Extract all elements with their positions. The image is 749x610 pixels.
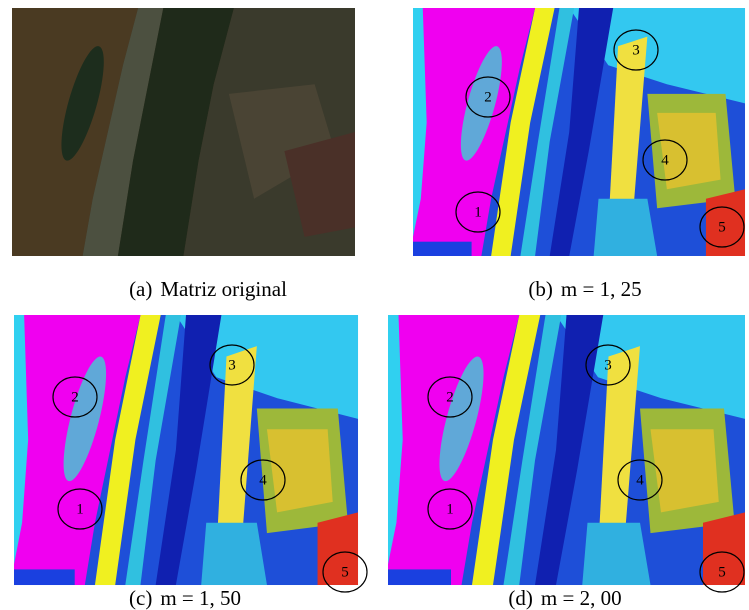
caption: (d) m = 2, 00: [508, 586, 621, 610]
panel-a-image: [12, 8, 355, 256]
panel-c-image: [14, 315, 358, 585]
region-label: 3: [228, 357, 236, 373]
region-label: 4: [636, 472, 644, 488]
caption-tag: (d): [508, 586, 533, 610]
caption-text: Matriz original: [160, 277, 287, 301]
panel-d-image: [388, 315, 745, 585]
caption-tag: (c): [129, 586, 152, 610]
caption-text: m = 2, 00: [541, 586, 622, 610]
figure: (a) Matriz original (b) m = 1, 25 1 2 3 4 5 (c) m …: [0, 0, 749, 610]
region-label: 5: [718, 219, 726, 235]
region-label: 3: [632, 42, 640, 58]
caption-text: m = 1, 25: [561, 277, 642, 301]
caption: (c) m = 1, 50: [129, 586, 241, 610]
caption-tag: (b): [528, 277, 553, 301]
region-label: 4: [259, 472, 267, 488]
region-label: 1: [76, 501, 84, 517]
region-label: 2: [71, 389, 79, 405]
caption: (b) m = 1, 25: [528, 277, 641, 301]
region-label: 2: [484, 89, 492, 105]
caption-text: m = 1, 50: [160, 586, 241, 610]
region-label: 5: [718, 564, 726, 580]
region-label: 3: [604, 357, 612, 373]
region-label: 5: [341, 564, 349, 580]
panel-b-image: [413, 8, 745, 256]
region-label: 4: [661, 152, 669, 168]
region-label: 2: [446, 389, 454, 405]
caption: (a) Matriz original: [129, 277, 287, 301]
region-label: 1: [474, 204, 482, 220]
region-label: 1: [446, 501, 454, 517]
caption-tag: (a): [129, 277, 152, 301]
